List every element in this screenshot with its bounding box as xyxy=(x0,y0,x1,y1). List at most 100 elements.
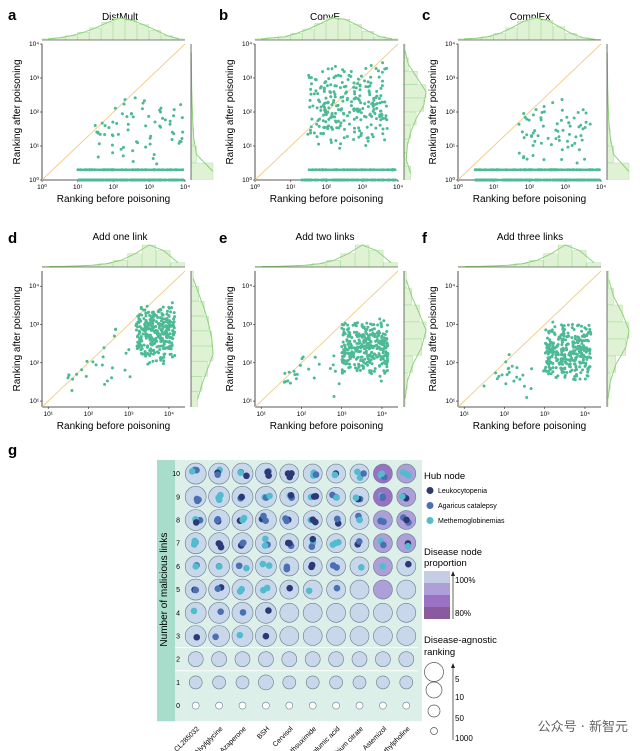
data-point xyxy=(326,110,330,114)
data-point xyxy=(507,353,511,357)
data-point xyxy=(360,335,364,339)
data-point xyxy=(148,354,152,358)
data-point xyxy=(123,368,127,372)
data-point xyxy=(357,365,361,369)
data-point xyxy=(586,370,590,374)
data-point xyxy=(172,311,176,315)
data-point xyxy=(500,373,504,377)
data-point xyxy=(375,94,379,98)
panel-e: e Add two links 10¹ 10² 10³ 10⁴ 10¹ 10² 10³ 10⁴ Ra… xyxy=(219,230,427,432)
data-point xyxy=(354,349,358,353)
data-point xyxy=(383,100,387,104)
x-tick-label: 10⁴ xyxy=(596,184,606,191)
data-point xyxy=(369,358,373,362)
data-point xyxy=(560,340,564,344)
data-point xyxy=(357,135,361,139)
data-point xyxy=(391,178,395,182)
bubble xyxy=(255,555,277,578)
right-histogram-bar xyxy=(190,346,214,362)
legend-proportion-swatch xyxy=(424,595,450,607)
data-point xyxy=(136,325,140,329)
data-point xyxy=(364,85,368,89)
data-point xyxy=(359,346,363,350)
data-point xyxy=(80,368,84,372)
hub-dot xyxy=(286,539,293,547)
hub-dot xyxy=(333,584,341,592)
data-point xyxy=(114,178,118,182)
x-tick-label: 10² xyxy=(109,184,119,191)
data-point xyxy=(504,360,508,364)
data-point xyxy=(352,81,356,85)
data-point xyxy=(142,99,146,103)
data-point xyxy=(158,108,162,112)
data-point xyxy=(319,132,323,136)
data-point xyxy=(597,168,601,172)
data-point xyxy=(581,108,585,112)
data-point xyxy=(359,111,363,115)
data-point xyxy=(340,81,344,85)
data-point xyxy=(577,336,581,340)
top-density-curve xyxy=(49,244,179,268)
data-point xyxy=(179,103,183,107)
data-point xyxy=(358,368,362,372)
bubble xyxy=(188,675,203,690)
data-point xyxy=(579,123,583,127)
data-point xyxy=(561,337,565,341)
data-point xyxy=(570,350,574,354)
data-point xyxy=(139,348,143,352)
data-point xyxy=(361,326,365,330)
data-point xyxy=(582,333,586,337)
bubble xyxy=(398,651,415,668)
data-point xyxy=(171,337,175,341)
data-point xyxy=(138,338,142,342)
bubble xyxy=(375,651,391,668)
data-point xyxy=(332,395,336,399)
data-point xyxy=(381,178,385,182)
data-point xyxy=(66,376,70,380)
data-point xyxy=(324,101,328,105)
data-point xyxy=(330,112,334,116)
data-point xyxy=(330,126,334,130)
data-point xyxy=(581,368,585,372)
data-point xyxy=(311,104,315,108)
data-point xyxy=(295,372,299,376)
top-histogram-bar xyxy=(586,262,601,268)
legend-ranking-circle xyxy=(424,662,444,682)
data-point xyxy=(168,168,172,172)
diagonal-line xyxy=(41,43,186,181)
data-point xyxy=(369,63,373,67)
data-point xyxy=(331,100,335,104)
data-point xyxy=(522,384,526,388)
data-point xyxy=(160,168,164,172)
panel-title: Add three links xyxy=(497,232,563,243)
data-point xyxy=(568,364,572,368)
data-point xyxy=(150,341,154,345)
hub-dot xyxy=(262,535,269,543)
panel-a: a DistMult 10⁰ 10¹ 10² 10³ 10⁴ 10⁰ 10¹ 10² 10³ 10⁴ R… xyxy=(8,7,214,205)
data-point xyxy=(529,134,533,138)
data-point xyxy=(160,317,164,321)
data-point xyxy=(161,362,165,366)
data-point xyxy=(359,118,363,122)
data-point xyxy=(153,351,157,355)
right-histogram-bar xyxy=(403,270,407,288)
data-point xyxy=(353,130,357,134)
data-point xyxy=(127,348,131,352)
bubble xyxy=(355,701,364,710)
top-density-curve xyxy=(260,17,393,40)
y-tick-label: 10¹ xyxy=(30,143,40,150)
data-point xyxy=(309,178,313,182)
data-point xyxy=(539,168,543,172)
hub-dot xyxy=(308,543,316,550)
data-point xyxy=(542,104,546,108)
data-point xyxy=(384,350,388,354)
data-point xyxy=(347,73,351,77)
data-point xyxy=(323,125,327,129)
data-point xyxy=(559,367,563,371)
data-point xyxy=(346,348,350,352)
data-point xyxy=(85,359,89,363)
bubble xyxy=(396,579,417,600)
data-point xyxy=(151,178,155,182)
legend-hub-dot xyxy=(426,517,434,524)
data-point xyxy=(515,375,519,379)
